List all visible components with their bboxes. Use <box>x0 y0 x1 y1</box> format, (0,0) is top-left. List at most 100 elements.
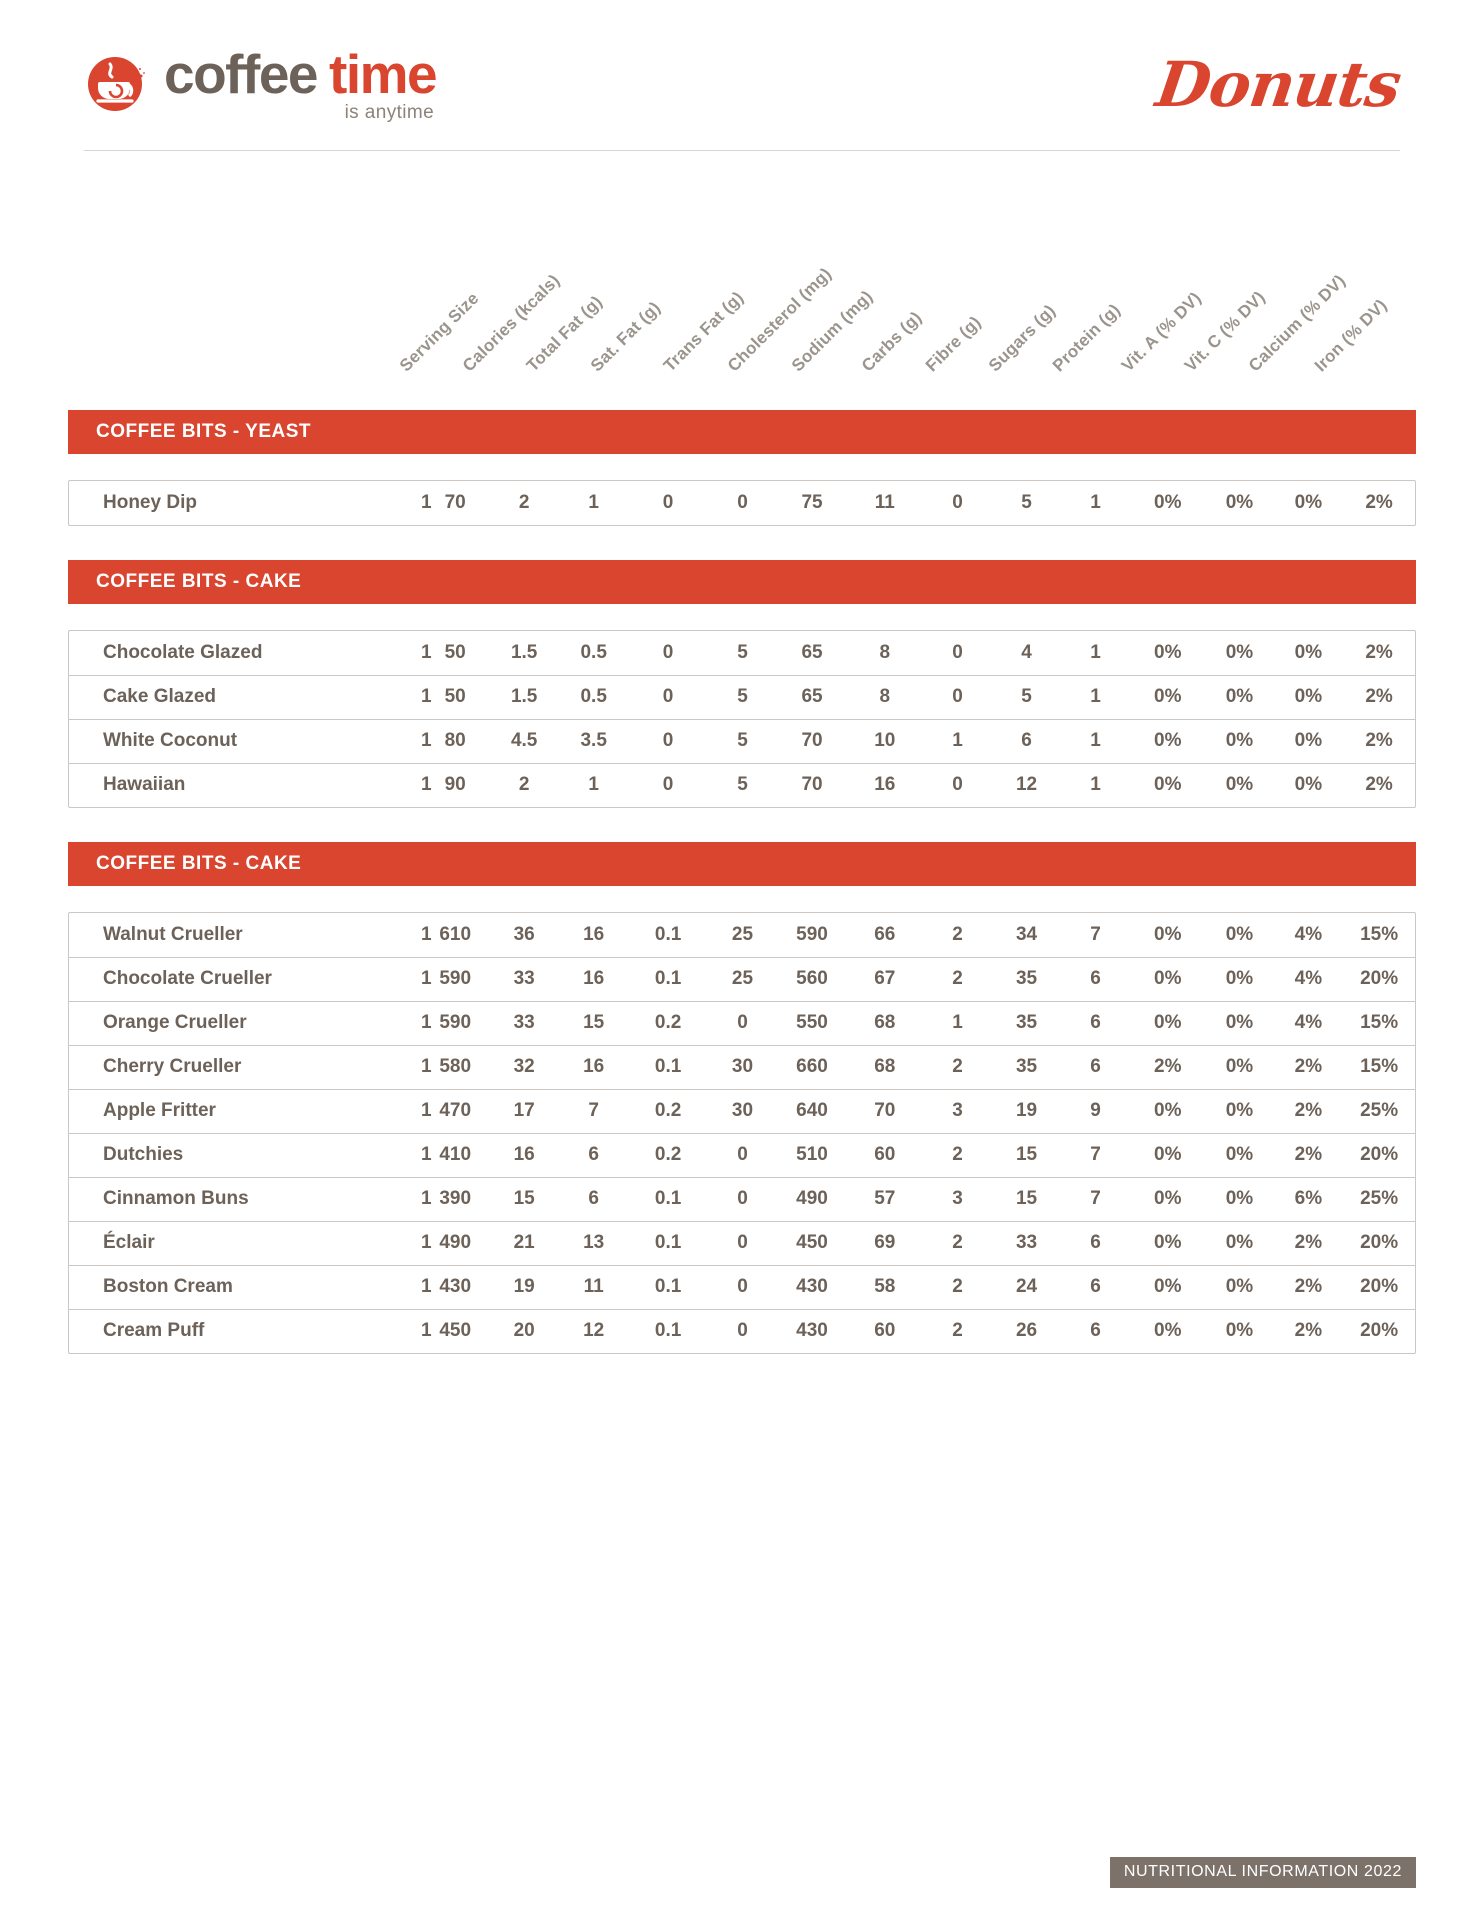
cell-protein-g: 6 <box>1060 1000 1131 1045</box>
cell-calcium-dv: 2% <box>1273 1264 1344 1309</box>
cell-sugars-g: 4 <box>1021 641 1032 663</box>
cell-total-fat-g: 17 <box>489 1088 559 1133</box>
cell-sugars-g: 33 <box>992 1220 1061 1265</box>
cell-iron-dv: 20% <box>1343 956 1415 1001</box>
cell-sat-fat-g: 13 <box>558 1220 629 1265</box>
cell-sugars-g: 26 <box>992 1308 1061 1353</box>
cell-sodium-mg: 70 <box>777 762 847 807</box>
cell-sat-fat-g: 7 <box>558 1088 629 1133</box>
cell-calcium-dv: 2% <box>1273 1220 1344 1265</box>
cell-vit-c-dv: 0% <box>1205 1176 1274 1221</box>
cell-total-fat-g: 2 <box>489 762 559 807</box>
cell-sat-fat-g: 0.5 <box>580 641 607 663</box>
cell-vit-c-dv: 0% <box>1225 923 1254 945</box>
cell-calories-kcals: 390 <box>420 1176 490 1221</box>
table-row: Apple Fritter 1 470 17 7 0.2 30 640 70 3 19 9 0% 0% 2%… <box>69 1088 1415 1133</box>
cell-calcium-dv: 2% <box>1273 1088 1344 1133</box>
cell-cholesterol-mg: 5 <box>707 718 778 763</box>
cell-carbs-g: 68 <box>846 1044 923 1089</box>
cell-carbs-g: 66 <box>874 923 896 945</box>
cell-vit-c-dv: 0% <box>1205 1044 1274 1089</box>
cell-sodium-mg: 430 <box>777 1264 847 1309</box>
cell-iron-dv: 15% <box>1360 923 1399 945</box>
cell-cholesterol-mg: 0 <box>707 1000 778 1045</box>
cell-vit-a-dv: 0% <box>1130 762 1206 807</box>
cell-sat-fat-g: 12 <box>558 1308 629 1353</box>
item-name: Cherry Crueller <box>69 1044 421 1089</box>
cell-vit-a-dv: 0% <box>1130 1264 1206 1309</box>
cell-vit-c-dv: 0% <box>1225 641 1254 663</box>
cell-sat-fat-g: 3.5 <box>558 718 629 763</box>
cell-trans-fat-g: 0.2 <box>628 1132 708 1177</box>
cell-fibre-g: 1 <box>922 1000 993 1045</box>
cell-total-fat-g: 21 <box>489 1220 559 1265</box>
brand-tagline: is anytime <box>344 102 435 123</box>
cell-vit-c-dv: 0% <box>1205 1000 1274 1045</box>
cell-calories-kcals: 50 <box>420 674 490 719</box>
cell-sat-fat-g: 6 <box>558 1132 629 1177</box>
cell-vit-c-dv: 0% <box>1205 1264 1274 1309</box>
nutrition-table: Honey Dip 1 70 2 1 0 0 75 11 0 5 1 0% 0% 0% 2% <box>68 480 1416 526</box>
cell-iron-dv: 15% <box>1343 1044 1415 1089</box>
cell-carbs-g: 57 <box>846 1176 923 1221</box>
cell-sugars-g: 5 <box>1021 492 1032 513</box>
cell-carbs-g: 60 <box>846 1308 923 1353</box>
cell-fibre-g: 2 <box>922 1308 993 1353</box>
cell-sodium-mg: 560 <box>777 956 847 1001</box>
cell-protein-g: 9 <box>1060 1088 1131 1133</box>
cell-vit-c-dv: 0% <box>1205 674 1274 719</box>
cell-total-fat-g: 16 <box>489 1132 559 1177</box>
cell-iron-dv: 25% <box>1343 1088 1415 1133</box>
cell-vit-a-dv: 0% <box>1154 641 1182 663</box>
cell-carbs-g: 16 <box>846 762 923 807</box>
cell-iron-dv: 20% <box>1343 1308 1415 1353</box>
cell-iron-dv: 20% <box>1343 1132 1415 1177</box>
cell-protein-g: 6 <box>1060 956 1131 1001</box>
cell-iron-dv: 25% <box>1343 1176 1415 1221</box>
cell-calories-kcals: 80 <box>420 718 490 763</box>
footer-badge: NUTRITIONAL INFORMATION 2022 <box>1109 1857 1416 1888</box>
section-header-bar: COFFEE BITS - YEAST <box>68 410 1416 454</box>
cell-vit-c-dv: 0% <box>1205 718 1274 763</box>
cell-carbs-g: 70 <box>846 1088 923 1133</box>
cell-iron-dv: 2% <box>1365 641 1393 663</box>
sections-container: COFFEE BITS - YEAST Honey Dip 1 70 2 1 0 0 75 11 0… <box>0 410 1484 1354</box>
cell-calcium-dv: 6% <box>1273 1176 1344 1221</box>
cell-total-fat-g: 36 <box>513 923 535 945</box>
cell-carbs-g: 58 <box>846 1264 923 1309</box>
cell-sodium-mg: 65 <box>777 674 847 719</box>
cell-sodium-mg: 660 <box>777 1044 847 1089</box>
table-row: Walnut Crueller 1 610 36 16 0.1 25 590 66 2 34 7 0% 0… <box>69 913 1415 957</box>
cell-trans-fat-g: 0.2 <box>628 1000 708 1045</box>
cell-fibre-g: 0 <box>952 641 963 663</box>
cell-sat-fat-g: 15 <box>558 1000 629 1045</box>
cell-cholesterol-mg: 0 <box>707 1308 778 1353</box>
section: COFFEE BITS - CAKE Walnut Crueller 1 610 36 1… <box>68 842 1416 1354</box>
section-header-bar: COFFEE BITS - CAKE <box>68 560 1416 604</box>
section-title: COFFEE BITS - CAKE <box>96 853 302 874</box>
header-divider <box>84 150 1400 151</box>
section-header-bar: COFFEE BITS - CAKE <box>68 842 1416 886</box>
cell-calcium-dv: 2% <box>1273 1044 1344 1089</box>
cell-sodium-mg: 490 <box>777 1176 847 1221</box>
cell-sat-fat-g: 16 <box>558 1044 629 1089</box>
cell-fibre-g: 0 <box>922 674 993 719</box>
cell-fibre-g: 2 <box>922 1264 993 1309</box>
cell-calories-kcals: 490 <box>420 1220 490 1265</box>
cell-calories-kcals: 470 <box>420 1088 490 1133</box>
cell-total-fat-g: 19 <box>489 1264 559 1309</box>
cell-protein-g: 6 <box>1060 1044 1131 1089</box>
cell-calcium-dv: 0% <box>1273 718 1344 763</box>
item-name: Walnut Crueller <box>103 923 243 945</box>
cell-protein-g: 1 <box>1060 762 1131 807</box>
nutrition-table: Chocolate Glazed 1 50 1.5 0.5 0 5 65 8 0 4 1 0% 0% 0% 2… <box>68 630 1416 808</box>
cell-protein-g: 6 <box>1060 1308 1131 1353</box>
column-header-cholesterol-mg: Cholesterol (mg) <box>723 264 836 376</box>
cell-cholesterol-mg: 30 <box>707 1088 778 1133</box>
cell-fibre-g: 3 <box>922 1176 993 1221</box>
column-header-protein-g: Protein (g) <box>1048 300 1124 376</box>
cell-vit-a-dv: 0% <box>1130 1220 1206 1265</box>
cell-sodium-mg: 590 <box>796 923 828 945</box>
cell-carbs-g: 11 <box>874 492 895 513</box>
